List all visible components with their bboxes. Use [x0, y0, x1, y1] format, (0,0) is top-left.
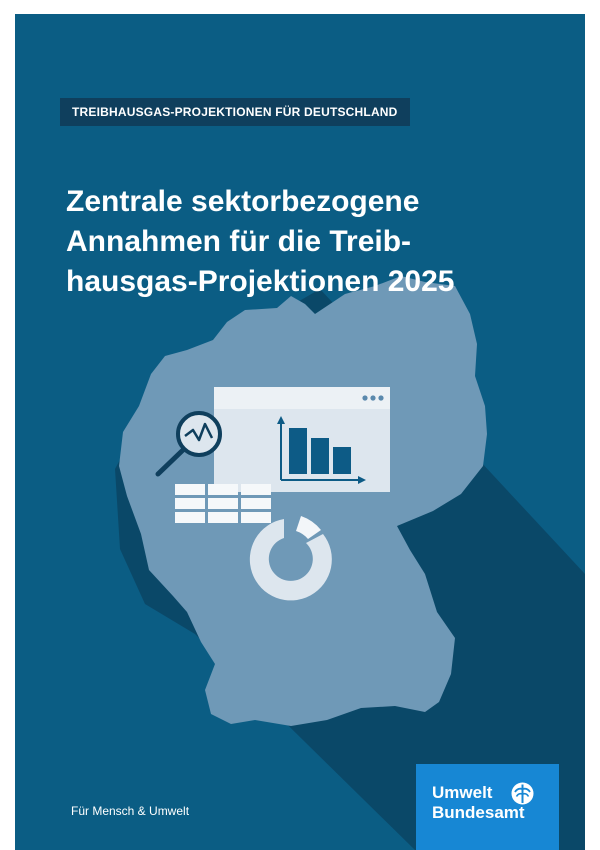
bar-chart-icon — [277, 416, 366, 484]
umweltbundesamt-logo-icon — [511, 782, 534, 805]
map-germany-icon — [119, 276, 487, 726]
title-line: Annahmen für die Treib- — [66, 225, 412, 258]
tagline: Für Mensch & Umwelt — [71, 804, 190, 818]
ellipsis-icon — [362, 395, 368, 401]
table-icon — [175, 484, 271, 523]
cover-page: TREIBHAUSGAS-PROJEKTIONEN FÜR DEUTSCHLAN… — [15, 14, 585, 850]
publisher-name-line: Bundesamt — [432, 803, 525, 822]
cover-illustration — [115, 276, 585, 850]
donut-chart-icon — [249, 516, 332, 601]
publisher-logo: Umwelt Bundesamt — [416, 764, 559, 850]
publisher-name-line: Umwelt — [432, 783, 493, 802]
series-label: TREIBHAUSGAS-PROJEKTIONEN FÜR DEUTSCHLAN… — [60, 98, 410, 126]
title-line: Zentrale sektorbezogene — [66, 185, 420, 218]
document-title: Zentrale sektorbezogene Annahmen für die… — [66, 182, 566, 302]
title-line: hausgas-Projektionen 2025 — [66, 265, 455, 298]
publisher-name: Umwelt Bundesamt — [432, 783, 525, 823]
magnifier-chart-icon — [155, 411, 222, 477]
